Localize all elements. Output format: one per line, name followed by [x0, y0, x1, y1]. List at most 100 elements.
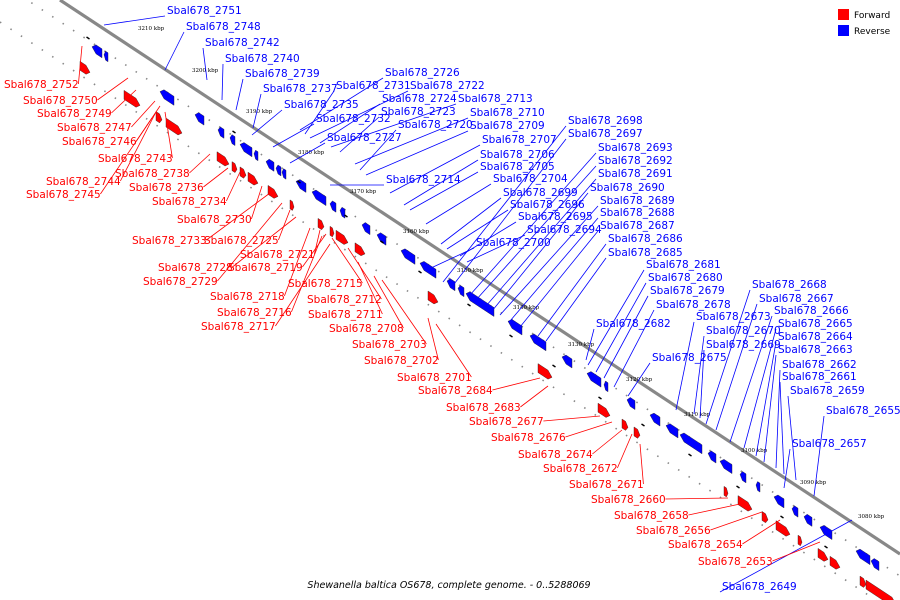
reverse-gene-label: Sbal678_2664: [778, 331, 853, 343]
reverse-gene: [339, 206, 346, 219]
forward-gene-label: Sbal678_2671: [569, 479, 644, 491]
axis-tick-label: 3100 kbp: [741, 448, 768, 454]
reverse-gene: [773, 494, 785, 509]
reverse-leader-line: [272, 123, 315, 148]
reverse-gene-label: Sbal678_2707: [482, 134, 557, 146]
forward-gene-label: Sbal678_2738: [115, 168, 190, 180]
legend-forward-swatch: [838, 9, 849, 20]
forward-gene: [231, 161, 238, 173]
reverse-gene: [603, 380, 609, 393]
reverse-gene-label: Sbal678_2724: [382, 93, 457, 105]
reverse-leader-line: [319, 103, 381, 144]
forward-gene: [829, 555, 841, 570]
reverse-gene-label: Sbal678_2659: [790, 385, 865, 397]
reverse-gene: [265, 158, 275, 172]
forward-leader-line: [543, 415, 601, 422]
forward-leader-line: [111, 89, 137, 114]
reverse-leader-line: [491, 192, 589, 312]
forward-gene-label: Sbal678_2752: [4, 79, 79, 91]
reverse-gene: [103, 50, 109, 63]
feature-mark: [509, 334, 513, 338]
reverse-leader-line: [389, 144, 481, 194]
reverse-leader-line: [221, 63, 224, 101]
forward-leader-line: [278, 209, 291, 241]
forward-gene-label: Sbal678_2715: [288, 278, 363, 290]
forward-gene: [289, 199, 295, 211]
reverse-gene: [719, 459, 733, 474]
forward-gene-label: Sbal678_2743: [98, 153, 173, 165]
reverse-leader-line: [450, 138, 567, 289]
reverse-gene: [529, 333, 547, 352]
reverse-gene-label: Sbal678_2680: [648, 272, 723, 284]
forward-gene-label: Sbal678_2734: [152, 196, 227, 208]
forward-gene-label: Sbal678_2654: [668, 539, 743, 551]
reverse-leader-line: [545, 257, 607, 342]
reverse-gene-label: Sbal678_2731: [336, 80, 411, 92]
reverse-gene-label: Sbal678_2668: [752, 279, 827, 291]
reverse-gene-label: Sbal678_2655: [826, 405, 900, 417]
forward-leader-line: [203, 167, 229, 188]
forward-gene: [817, 548, 829, 562]
reverse-gene: [91, 44, 103, 59]
reverse-gene: [586, 371, 602, 388]
reverse-leader-line: [330, 103, 457, 148]
forward-gene-label: Sbal678_2702: [364, 355, 439, 367]
reverse-leader-line: [365, 130, 469, 176]
forward-gene: [597, 402, 611, 418]
reverse-gene-label: Sbal678_2693: [598, 142, 673, 154]
forward-leader-line: [226, 171, 241, 202]
reverse-gene: [281, 168, 287, 180]
reverse-gene-label: Sbal678_2690: [590, 182, 665, 194]
forward-gene: [329, 225, 335, 238]
reverse-gene: [217, 126, 225, 139]
reverse-leader-line: [251, 109, 283, 136]
reverse-gene-labels: Sbal678_2751 Sbal678_2748 Sbal678_2742 Sbal…: [103, 5, 900, 593]
feature-mark: [467, 303, 471, 307]
forward-gene-label: Sbal678_2745: [26, 189, 101, 201]
forward-gene-label: Sbal678_2717: [201, 321, 276, 333]
reverse-gene-label: Sbal678_2740: [225, 53, 300, 65]
forward-leader-line: [742, 519, 781, 545]
reverse-gene: [649, 412, 661, 427]
reverse-gene-label: Sbal678_2691: [598, 168, 673, 180]
reverse-leader-line: [783, 448, 791, 489]
feature-mark: [780, 515, 784, 519]
forward-gene-label: Sbal678_2721: [240, 249, 315, 261]
forward-gene: [267, 185, 279, 199]
reverse-gene-label: Sbal678_2727: [327, 132, 402, 144]
reverse-gene-label: Sbal678_2704: [493, 173, 568, 185]
forward-gene-label: Sbal678_2656: [636, 525, 711, 537]
forward-leader-line: [617, 433, 633, 469]
reverse-leader-line: [509, 217, 599, 322]
reverse-gene: [159, 89, 175, 106]
reverse-leader-line: [499, 205, 599, 316]
forward-gene: [123, 89, 141, 108]
reverse-leader-line: [699, 349, 705, 419]
reverse-gene-label: Sbal678_2705: [480, 161, 555, 173]
forward-gene-label: Sbal678_2703: [352, 339, 427, 351]
feature-mark: [552, 364, 556, 368]
legend-forward-label: Forward: [854, 11, 890, 21]
reverse-gene: [819, 525, 833, 540]
feature-mark: [232, 130, 236, 134]
reverse-gene-label: Sbal678_2714: [386, 174, 461, 186]
reverse-gene: [311, 189, 327, 207]
reverse-gene-label: Sbal678_2699: [503, 187, 578, 199]
genome-backbone: [59, 0, 900, 556]
reverse-leader-line: [813, 415, 825, 497]
forward-gene: [621, 418, 629, 431]
forward-gene: [865, 579, 894, 600]
forward-gene-label: Sbal678_2672: [543, 463, 618, 475]
reverse-gene: [507, 319, 523, 336]
feature-mark: [641, 423, 645, 427]
reverse-leader-line: [705, 289, 751, 425]
reverse-leader-line: [595, 282, 647, 373]
reverse-gene: [361, 222, 371, 236]
forward-gene: [761, 511, 769, 524]
forward-leader-line: [639, 443, 644, 485]
reverse-gene: [376, 232, 387, 246]
reverse-leader-line: [469, 152, 597, 296]
reverse-gene-label: Sbal678_2709: [470, 120, 545, 132]
reverse-gene-label: Sbal678_2698: [568, 115, 643, 127]
